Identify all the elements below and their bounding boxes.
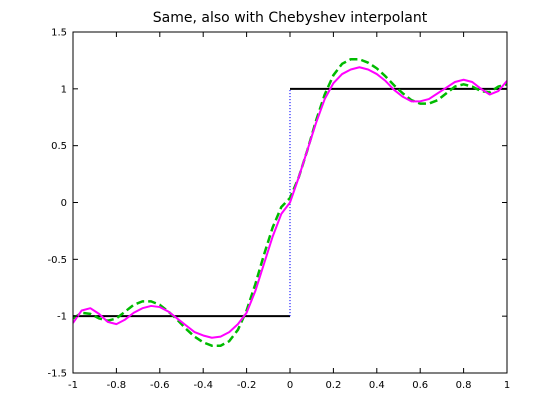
x-tick-label: 0.2 — [325, 380, 341, 391]
x-tick-label: -0.4 — [193, 380, 213, 391]
y-tick-label: -1 — [57, 312, 67, 323]
x-tick-label: 0.6 — [412, 380, 428, 391]
chart-title: Same, also with Chebyshev interpolant — [153, 10, 428, 26]
x-tick-label: 1 — [504, 380, 510, 391]
y-tick-label: -0.5 — [47, 255, 67, 266]
x-tick-label: -0.6 — [150, 380, 170, 391]
x-tick-label: -0.8 — [107, 380, 127, 391]
x-tick-label: 0 — [287, 380, 293, 391]
x-tick-label: -1 — [68, 380, 78, 391]
series-line-5 — [73, 66, 507, 339]
series-layer — [73, 58, 507, 347]
y-tick-label: 1.5 — [51, 28, 67, 39]
x-tick-label: -0.2 — [237, 380, 257, 391]
y-tick-label: 0.5 — [51, 141, 67, 152]
series-line-4 — [73, 58, 507, 347]
y-tick-label: -1.5 — [47, 369, 67, 380]
y-tick-label: 1 — [61, 84, 67, 95]
x-tick-label: 0.8 — [456, 380, 472, 391]
ticks-layer: -1 -0.8 -0.6 -0.4 -0.2 0 0.2 0.4 0.6 0.8 1-1.5-1-0… — [47, 28, 510, 392]
x-tick-label: 0.4 — [369, 380, 385, 391]
y-tick-label: 0 — [61, 198, 67, 209]
